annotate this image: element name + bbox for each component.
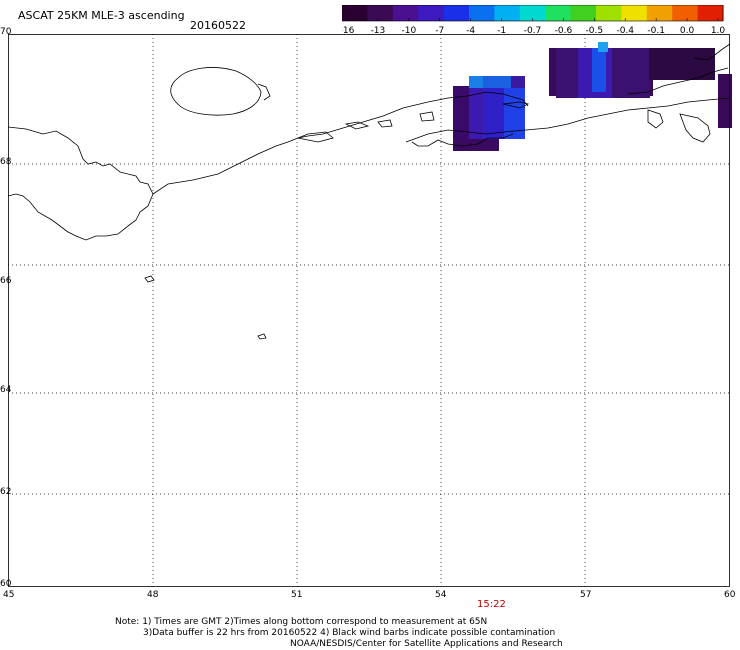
colorbar-label: -0.7 [524, 26, 542, 35]
map-frame [8, 34, 732, 587]
coast-pechora [152, 91, 529, 195]
colorbar-label: 0.0 [680, 26, 695, 35]
swath-time-label: 15:22 [477, 599, 506, 610]
colorbar-label: -0.1 [647, 26, 665, 35]
colorbar-cell [342, 5, 368, 21]
data-patch [483, 76, 511, 88]
colorbar-label: -1 [497, 26, 506, 35]
colorbar-cells [342, 5, 724, 21]
coast-islets [344, 111, 435, 130]
lon-label: 57 [580, 590, 592, 600]
data-patch [504, 88, 525, 139]
coast-kanin [8, 126, 154, 241]
lon-label: 45 [3, 590, 15, 600]
data-patch [598, 42, 608, 52]
lat-label: 68 [0, 157, 12, 167]
colorbar-label: -4 [466, 26, 475, 35]
colorbar: -16 -13 -10 -7 -4 -1 -0.7 -0.6 -0.5 -0.4 -0.1 0.0 1.… [342, 5, 725, 35]
colorbar-label: 1.0 [711, 26, 726, 35]
grid-lines [8, 34, 730, 587]
colorbar-cell [469, 5, 495, 21]
colorbar-label: -0.4 [616, 26, 634, 35]
chart-title: ASCAT 25KM MLE-3 ascending [18, 9, 185, 22]
map-border [8, 34, 730, 587]
colorbar-cell [621, 5, 648, 21]
coast-point-1 [144, 275, 155, 283]
note-line-2: 3)Data buffer is 22 hrs from 20160522 4)… [143, 628, 556, 638]
colorbar-label: -0.6 [555, 26, 573, 35]
note-line-1: Note: 1) Times are GMT 2)Times along bot… [115, 617, 488, 627]
island-east [679, 113, 711, 143]
colorbar-label: -10 [401, 26, 416, 35]
chart-date: 20160522 [190, 19, 246, 32]
colorbar-label: -0.5 [586, 26, 604, 35]
lat-label: 62 [0, 487, 12, 497]
coast-lagoon [296, 131, 334, 143]
colorbar-label: -7 [435, 26, 444, 35]
lat-label: 60 [0, 579, 12, 589]
note-line-3: NOAA/NESDIS/Center for Satellite Applica… [290, 639, 563, 649]
colorbar-cell [443, 5, 470, 21]
colorbar-cell [367, 5, 394, 21]
colorbar-cell [672, 5, 699, 21]
island-small [647, 109, 664, 129]
colorbar-cell [646, 5, 673, 21]
lat-label: 64 [0, 385, 12, 395]
coast-east [405, 97, 731, 143]
data-patch [483, 88, 504, 139]
lat-label: 66 [0, 276, 12, 286]
lon-label: 51 [291, 590, 303, 600]
swath-patches [453, 42, 732, 151]
coast-point-2 [257, 333, 267, 340]
data-patch [469, 76, 483, 88]
lat-label: 70 [0, 27, 12, 37]
lon-label: 54 [435, 590, 447, 600]
colorbar-cell [494, 5, 521, 21]
coastlines [8, 43, 731, 340]
lon-label: 60 [724, 590, 736, 600]
data-patch [649, 48, 715, 80]
colorbar-cell [519, 5, 546, 21]
coast-bay [411, 133, 514, 147]
colorbar-cell [418, 5, 445, 21]
island-kolguyev-spit [257, 83, 271, 101]
colorbar-cell [697, 5, 724, 21]
coast-islet-2 [502, 101, 530, 109]
lon-label: 48 [147, 590, 159, 600]
coast-northeast [693, 43, 731, 61]
colorbar-cell [570, 5, 597, 21]
colorbar-label: -13 [371, 26, 386, 35]
colorbar-cell [596, 5, 622, 21]
data-patch [718, 74, 732, 128]
data-patch [592, 48, 606, 92]
data-patch [453, 139, 499, 151]
data-patch [511, 76, 525, 88]
colorbar-ticks: -16 -13 -10 -7 -4 -1 -0.7 -0.6 -0.5 -0.4 -0.1 0.0 1.… [342, 18, 725, 35]
coast-ugor [627, 67, 729, 95]
colorbar-cell [392, 5, 419, 21]
colorbar-label: -16 [342, 26, 355, 35]
colorbar-cell [545, 5, 572, 21]
island-kolguyev [170, 67, 262, 116]
